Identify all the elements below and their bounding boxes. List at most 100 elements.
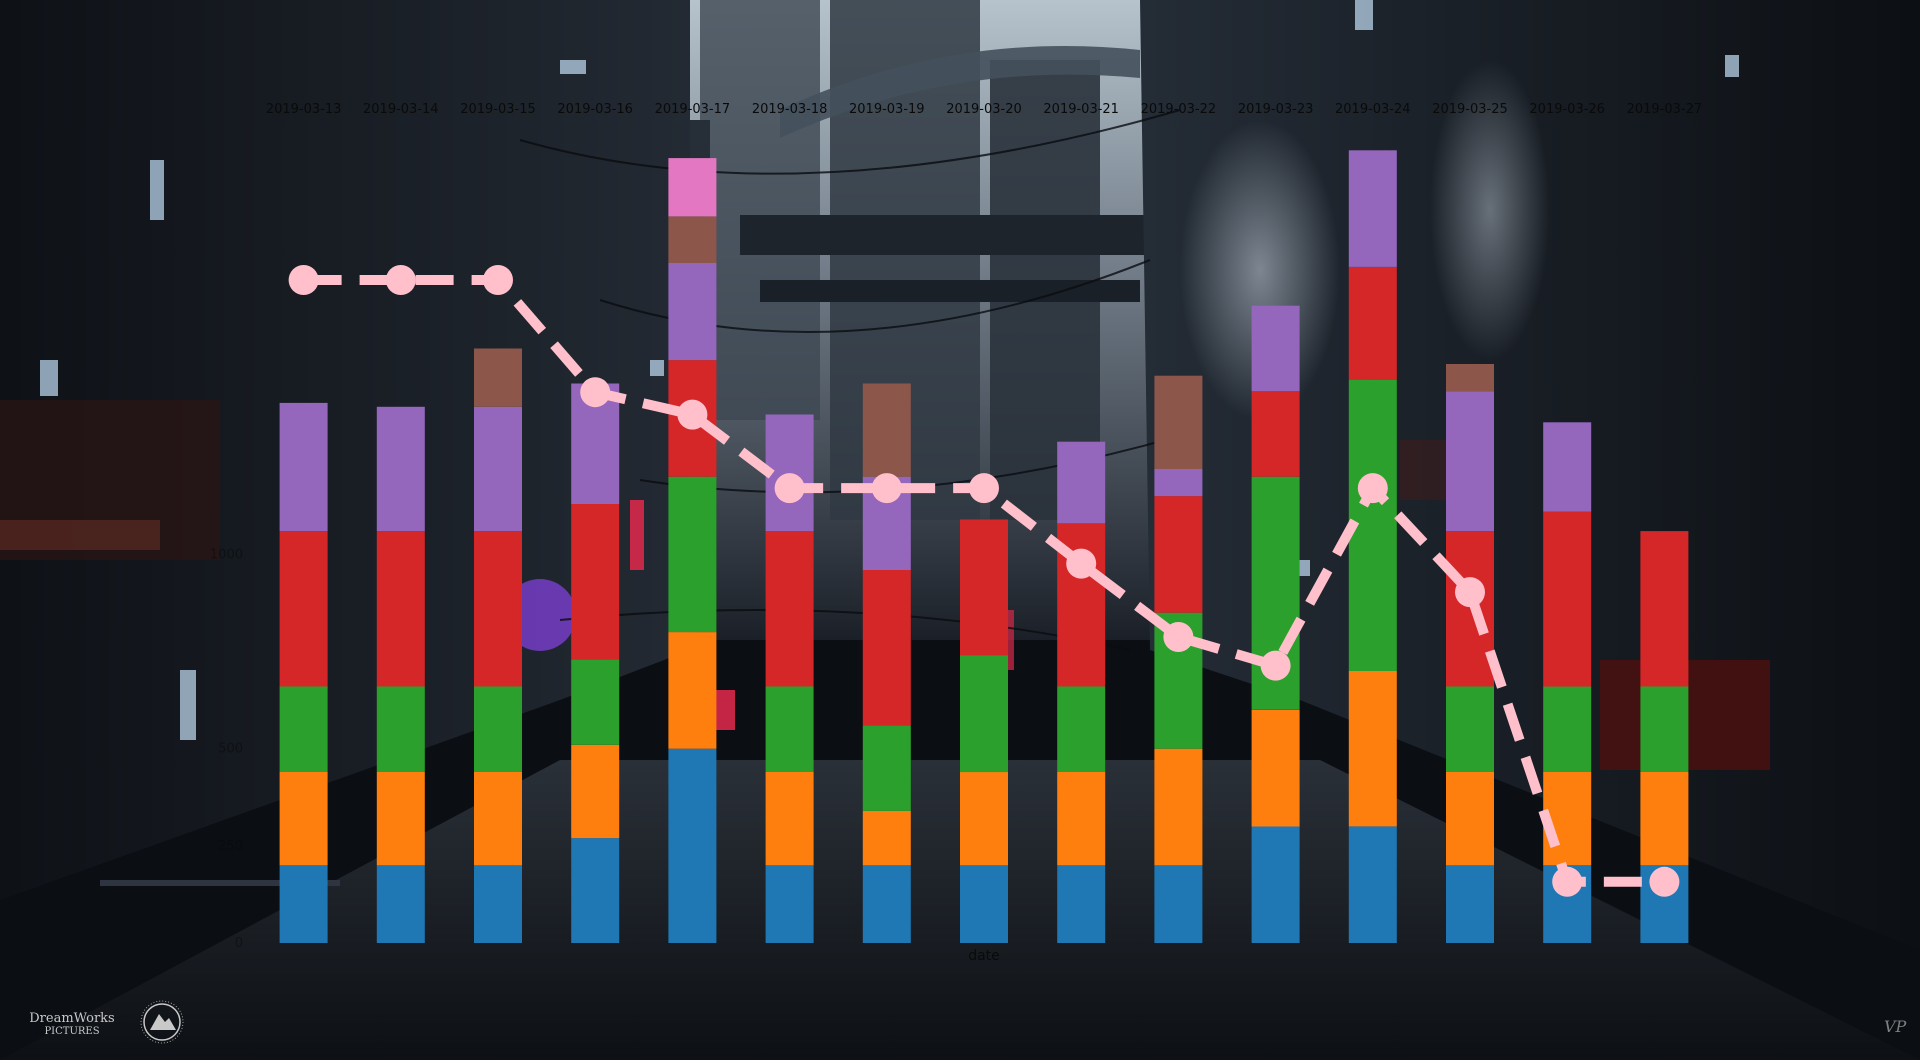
- bar-segment: [1446, 391, 1494, 532]
- bar-segment: [1251, 305, 1300, 392]
- x-tick-label: 2019-03-22: [1141, 102, 1217, 117]
- bar-segment: [960, 772, 1008, 866]
- bar-segment: [474, 865, 522, 943]
- bar-segment: [765, 531, 814, 687]
- x-tick-label: 2019-03-17: [655, 102, 731, 117]
- bar-segment: [1057, 686, 1106, 772]
- bar-segment: [1543, 686, 1592, 772]
- bar-segment: [571, 659, 620, 745]
- bar-segment: [279, 772, 328, 866]
- bar-segment: [279, 531, 328, 687]
- bar-segment: [960, 519, 1008, 656]
- bar-segment: [1446, 772, 1494, 866]
- bar-segment: [1640, 686, 1689, 772]
- bar-segment: [862, 383, 911, 477]
- trend-point: [1552, 866, 1583, 897]
- trend-point: [1163, 622, 1194, 652]
- bar-segment: [1640, 772, 1689, 866]
- trend-point: [385, 265, 416, 295]
- bar-segment: [960, 655, 1008, 773]
- trend-point: [871, 473, 902, 504]
- bar-segment: [862, 810, 911, 866]
- bar-segment: [1446, 686, 1494, 772]
- x-tick-label: 2019-03-20: [946, 102, 1022, 117]
- bar-segment: [1154, 496, 1203, 613]
- x-tick-label: 2019-03-19: [849, 102, 925, 117]
- bar-segment: [1348, 671, 1397, 827]
- bar-segment: [668, 476, 717, 633]
- artist-signature: VP: [1884, 1017, 1907, 1036]
- bar-segment: [1251, 391, 1300, 477]
- bar-segment: [1348, 826, 1397, 943]
- x-tick-label: 2019-03-26: [1529, 102, 1605, 117]
- bar-segment: [376, 865, 425, 943]
- trend-point: [1357, 473, 1388, 504]
- bar-segment: [474, 406, 522, 532]
- bar-segment: [765, 414, 814, 532]
- x-tick-label: 2019-03-16: [557, 102, 633, 117]
- bar-segment: [376, 772, 425, 866]
- bar-segment: [668, 632, 717, 749]
- y-tick-label: 500: [218, 742, 243, 757]
- bar-segment: [765, 865, 814, 943]
- bar-segment: [668, 216, 717, 263]
- x-axis-label: date: [968, 948, 1000, 964]
- bar-segment: [960, 865, 1008, 943]
- x-tick-label: 2019-03-13: [266, 102, 342, 117]
- y-tick-label: 1000: [210, 547, 243, 562]
- bars-layer: [279, 150, 1689, 943]
- bar-segment: [765, 772, 814, 866]
- mountain-logo-icon: [140, 1000, 184, 1044]
- x-tick-label: 2019-03-24: [1335, 102, 1411, 117]
- bar-segment: [1640, 531, 1689, 687]
- bar-segment: [279, 865, 328, 943]
- bar-segment: [1251, 709, 1300, 827]
- bar-segment: [1154, 748, 1203, 866]
- bar-segment: [279, 402, 328, 532]
- bar-segment: [474, 348, 522, 407]
- line-layer: [288, 265, 1680, 897]
- bar-segment: [668, 263, 717, 361]
- bar-segment: [1154, 468, 1203, 497]
- bar-segment: [571, 744, 620, 839]
- x-tick-label: 2019-03-25: [1432, 102, 1508, 117]
- bar-segment: [376, 531, 425, 687]
- x-tick-label: 2019-03-23: [1238, 102, 1314, 117]
- bar-segment: [376, 686, 425, 772]
- trend-point: [969, 473, 999, 504]
- bar-segment: [474, 686, 522, 772]
- bar-segment: [571, 503, 620, 660]
- bar-segment: [376, 406, 425, 532]
- trend-point: [1260, 650, 1291, 681]
- studio-logo-line1: DreamWorks: [29, 1011, 114, 1026]
- bar-segment: [279, 686, 328, 772]
- bar-segment: [1543, 511, 1592, 687]
- trend-point: [483, 265, 513, 295]
- bar-segment: [1348, 266, 1397, 380]
- bar-segment: [1446, 865, 1494, 943]
- x-tick-label: 2019-03-18: [752, 102, 828, 117]
- trend-point: [580, 377, 611, 408]
- bar-segment: [1446, 364, 1494, 392]
- bar-segment: [862, 865, 911, 943]
- x-tick-label: 2019-03-14: [363, 102, 439, 117]
- bar-segment: [1057, 865, 1106, 943]
- bar-segment: [668, 748, 717, 943]
- bar-segment: [474, 772, 522, 866]
- trend-point: [288, 265, 319, 295]
- trend-point: [1066, 548, 1097, 579]
- bar-segment: [765, 686, 814, 772]
- trend-point: [677, 399, 708, 430]
- y-tick-labels: 0 250 500 1000: [210, 547, 243, 951]
- trend-point: [1649, 866, 1680, 897]
- bar-segment: [1543, 422, 1592, 512]
- x-tick-label: 2019-03-21: [1043, 102, 1119, 117]
- bar-segment: [1251, 826, 1300, 943]
- bar-segment: [862, 725, 911, 811]
- trend-point: [774, 473, 805, 504]
- bar-segment: [1057, 772, 1106, 866]
- bar-segment: [571, 838, 620, 943]
- bar-segment: [474, 531, 522, 687]
